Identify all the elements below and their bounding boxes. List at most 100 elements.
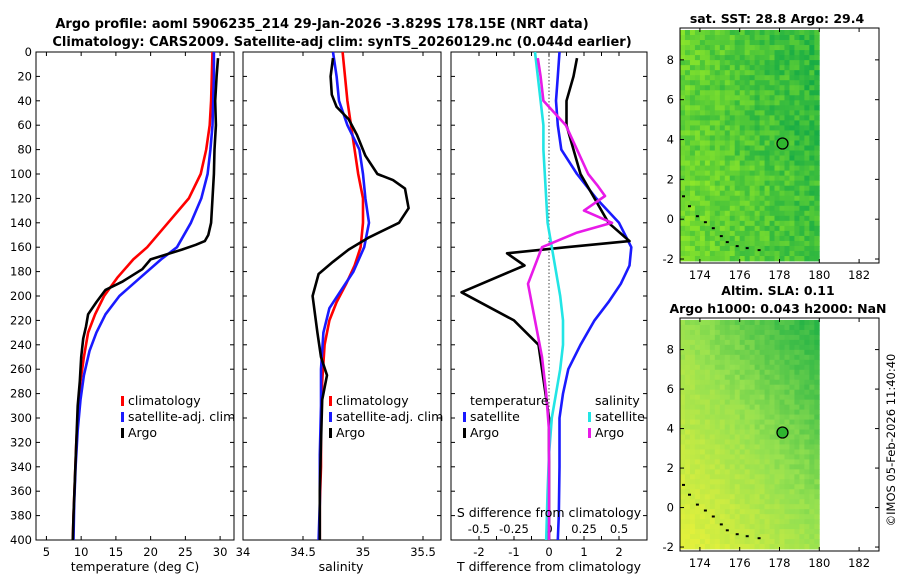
heatmap-cell (684, 190, 691, 197)
heatmap-cell (694, 419, 701, 425)
heatmap-cell (754, 374, 760, 381)
heatmap-cell (794, 369, 800, 376)
heatmap-cell (814, 389, 820, 396)
heatmap-cell (749, 200, 756, 207)
heatmap-cell (744, 529, 751, 535)
heatmap-cell (779, 394, 785, 401)
heatmap-cell (794, 334, 800, 341)
heatmap-cell (799, 210, 805, 217)
heatmap-cell (724, 459, 731, 465)
heatmap-cell (794, 354, 800, 361)
heatmap-cell (729, 484, 736, 490)
heatmap-cell (729, 514, 736, 520)
heatmap-cell (694, 225, 701, 232)
heatmap-cell (809, 75, 815, 81)
heatmap-cell (680, 324, 686, 331)
heatmap-cell (729, 519, 736, 525)
heatmap-cell (784, 50, 790, 56)
heatmap-cell (814, 140, 820, 146)
heatmap-cell (724, 170, 731, 177)
heatmap-cell (749, 394, 756, 401)
heatmap-cell (799, 454, 805, 460)
heatmap-cell (759, 230, 765, 237)
heatmap-cell (799, 100, 805, 106)
heatmap-cell (804, 469, 810, 475)
heatmap-cell (689, 334, 696, 341)
heatmap-cell (779, 514, 785, 520)
heatmap-cell (694, 504, 701, 510)
heatmap-cell (764, 75, 770, 81)
heatmap-cell (680, 145, 686, 151)
heatmap-cell (744, 434, 751, 440)
heatmap-cell (680, 419, 686, 425)
heatmap-cell (814, 344, 820, 351)
heatmap-cell (784, 170, 790, 177)
heatmap-cell (714, 539, 721, 545)
heatmap-cell (799, 70, 805, 76)
heatmap-cell (789, 444, 795, 450)
heatmap-cell (784, 130, 790, 136)
heatmap-cell (684, 534, 691, 540)
heatmap-cell (709, 454, 716, 460)
heatmap-cell (779, 384, 785, 391)
heatmap-cell (724, 60, 731, 66)
heatmap-cell (814, 424, 820, 430)
heatmap-cell (809, 369, 815, 376)
heatmap-cell (754, 339, 760, 346)
heatmap-cell (779, 85, 785, 91)
temperature-panel: 0204060801001201401601802002202402602803… (10, 45, 235, 574)
heatmap-cell (784, 80, 790, 86)
heatmap-cell (754, 519, 760, 525)
heatmap-cell (774, 235, 780, 242)
heatmap-cell (769, 200, 775, 207)
heatmap-cell (739, 185, 746, 192)
heatmap-cell (704, 95, 711, 101)
heatmap-cell (694, 519, 701, 525)
heatmap-cell (684, 50, 691, 56)
heatmap-cell (754, 195, 760, 202)
heatmap-cell (689, 534, 696, 540)
heatmap-cell (769, 354, 775, 361)
heatmap-cell (694, 230, 701, 237)
heatmap-cell (774, 225, 780, 232)
heatmap-cell (809, 230, 815, 237)
heatmap-cell (729, 359, 736, 366)
heatmap-cell (784, 364, 790, 371)
heatmap-cell (689, 150, 696, 156)
heatmap-cell (739, 404, 746, 410)
heatmap-cell (749, 319, 756, 326)
heatmap-cell (749, 539, 756, 545)
heatmap-cell (724, 354, 731, 361)
heatmap-cell (804, 329, 810, 336)
heatmap-cell (789, 195, 795, 202)
heatmap-cell (759, 250, 765, 257)
heatmap-cell (714, 80, 721, 86)
heatmap-cell (794, 454, 800, 460)
heatmap-cell (804, 50, 810, 56)
heatmap-cell (769, 175, 775, 182)
heatmap-cell (729, 419, 736, 425)
heatmap-cell (689, 29, 696, 36)
heatmap-cell (729, 175, 736, 182)
heatmap-cell (784, 40, 790, 46)
heatmap-cell (749, 230, 756, 237)
heatmap-cell (694, 130, 701, 136)
heatmap-cell (754, 250, 760, 257)
heatmap-cell (769, 419, 775, 425)
heatmap-cell (754, 170, 760, 177)
heatmap-cell (729, 60, 736, 66)
heatmap-cell (729, 90, 736, 96)
heatmap-cell (789, 369, 795, 376)
heatmap-cell (684, 170, 691, 177)
heatmap-cell (769, 399, 775, 406)
heatmap-cell (764, 135, 770, 141)
heatmap-cell (684, 29, 691, 36)
heatmap-cell (729, 160, 736, 166)
heatmap-cell (759, 70, 765, 76)
heatmap-cell (680, 344, 686, 351)
legend-label-satellite: satellite-adj. clim (128, 409, 235, 424)
heatmap-cell (804, 509, 810, 515)
heatmap-cell (714, 444, 721, 450)
heatmap-cell (784, 384, 790, 391)
heatmap-cell (769, 215, 775, 222)
